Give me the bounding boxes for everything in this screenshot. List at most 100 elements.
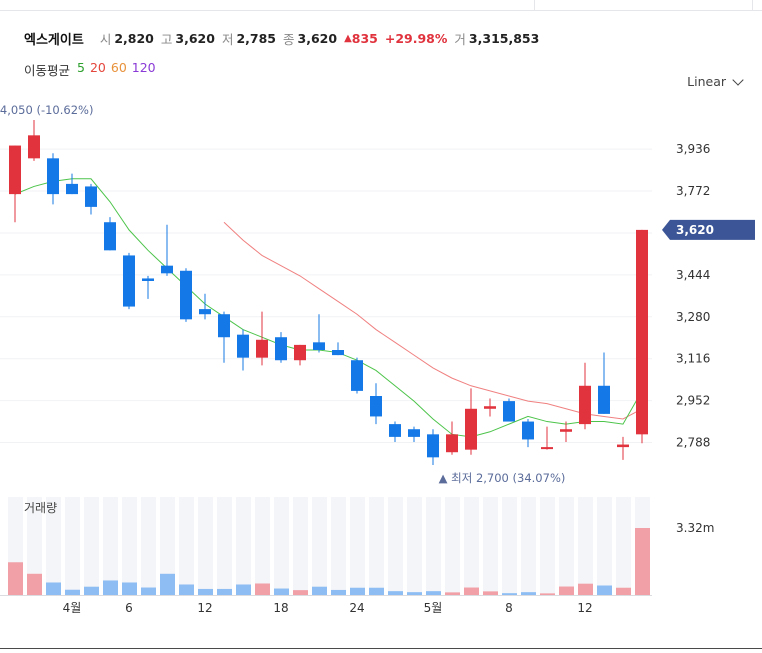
x-tick-label: 12: [197, 601, 212, 615]
current-price-label: 3,620: [676, 223, 714, 237]
candle-body: [218, 314, 230, 338]
max-price-annotation: ▼ 최고 4,050 (-10.62%): [0, 103, 93, 117]
x-tick-label: 5월: [424, 601, 443, 615]
x-tick-label: 24: [349, 601, 364, 615]
ma20-line-group: [223, 221, 643, 420]
candle-body: [332, 350, 344, 356]
volume-bar: [559, 586, 574, 595]
candle-body: [256, 339, 268, 358]
volume-column-background: [407, 497, 422, 595]
volume-value: 3,315,853: [468, 30, 540, 46]
volume-bar: [445, 592, 460, 595]
volume-bar: [597, 585, 612, 595]
volume-bar: [331, 589, 346, 595]
volume-bar: [388, 591, 403, 595]
candle-body: [28, 135, 40, 159]
volume-column-background: [179, 497, 194, 595]
candle-body: [85, 186, 97, 207]
volume-column-background: [103, 497, 118, 595]
ma-60-toggle[interactable]: 60: [110, 60, 127, 75]
high-label: 고: [160, 31, 173, 47]
ma20-line: [223, 221, 643, 420]
volume-column-background: [559, 497, 574, 595]
low-label: 저: [221, 31, 234, 47]
volume-column-background: [578, 497, 593, 595]
change-up-arrow-icon: ▲: [344, 32, 352, 44]
volume-bar: [407, 592, 422, 595]
ma5-line-group: [14, 178, 643, 438]
volume-label: 거: [454, 31, 466, 47]
volume-column-background: [293, 497, 308, 595]
volume-column-background: [597, 497, 612, 595]
ma-20-toggle[interactable]: 20: [89, 60, 106, 75]
volume-bar: [350, 587, 365, 595]
ma-120-toggle[interactable]: 120: [131, 60, 156, 75]
candle-body: [427, 434, 439, 458]
x-axis-labels: 4월 6 12 18 24 5월 8 12: [63, 601, 593, 615]
candle-body: [66, 183, 78, 195]
y-tick-label: 3,444: [676, 268, 710, 282]
candle-body: [522, 421, 534, 440]
candle-body: [370, 396, 382, 417]
volume-bar: [502, 593, 517, 595]
candle-body: [617, 444, 629, 448]
volume-bar: [578, 583, 593, 595]
volume-bar: [8, 562, 23, 595]
volume-bar: [521, 592, 536, 595]
volume-bar: [236, 584, 251, 595]
close-value: 3,620: [297, 30, 338, 46]
y-tick-label: 3,280: [676, 310, 710, 324]
volume-bar: [84, 586, 99, 595]
y-tick-label: 3,772: [676, 184, 710, 198]
volume-column-background: [236, 497, 251, 595]
volume-bars-group: [8, 528, 650, 595]
moving-average-label: 이동평균: [24, 63, 71, 78]
volume-column-background: [160, 497, 175, 595]
volume-bar: [122, 582, 137, 595]
candle-body: [484, 406, 496, 409]
volume-column-background: [274, 497, 289, 595]
volume-bar: [141, 587, 156, 595]
candle-body: [446, 434, 458, 453]
x-tick-label: 4월: [63, 601, 82, 615]
y-tick-label: 3,116: [676, 352, 710, 366]
candle-body: [275, 337, 287, 361]
volume-bar: [635, 528, 650, 595]
x-tick-label: 18: [273, 601, 288, 615]
ma-5-toggle[interactable]: 5: [77, 60, 85, 75]
candle-body: [123, 255, 135, 307]
candle-body: [237, 334, 249, 358]
volume-bar: [179, 584, 194, 595]
volume-column-background: [616, 497, 631, 595]
ma5-line: [14, 178, 643, 438]
current-price-tag: [662, 219, 755, 240]
y-tick-label: 3,936: [676, 142, 710, 156]
high-value: 3,620: [175, 30, 215, 46]
stock-summary-header: 엑스게이트 시 2,820 고 3,620 저 2,785 종 3,620 ▲ …: [24, 29, 546, 48]
candle-body: [180, 270, 192, 320]
volume-column-background: [540, 497, 555, 595]
volume-bar: [464, 587, 479, 595]
volume-title: 거래량: [24, 501, 57, 515]
volume-bar: [274, 588, 289, 595]
candles-group: [9, 120, 648, 465]
open-value: 2,820: [114, 30, 154, 46]
volume-column-background: [331, 497, 346, 595]
volume-bar: [46, 582, 61, 595]
y-tick-label: 2,952: [676, 394, 710, 408]
candle-body: [47, 158, 59, 195]
change-percent: +29.98%: [384, 30, 448, 46]
volume-bar: [198, 588, 213, 595]
x-tick-label: 8: [505, 601, 513, 615]
open-label: 시: [99, 31, 112, 47]
price-grid: [0, 148, 652, 596]
volume-column-background: [122, 497, 137, 595]
candle-body: [142, 278, 154, 281]
moving-average-legend: 이동평균 5 20 60 120: [24, 60, 156, 79]
top-divider: [752, 0, 753, 10]
annotations: ▼ 최고 4,050 (-10.62%) ▲ 최저 2,700 (34.07%): [0, 103, 565, 485]
scale-dropdown[interactable]: Linear: [687, 73, 744, 89]
volume-bar: [540, 593, 555, 595]
stock-name: 엑스게이트: [24, 32, 84, 48]
